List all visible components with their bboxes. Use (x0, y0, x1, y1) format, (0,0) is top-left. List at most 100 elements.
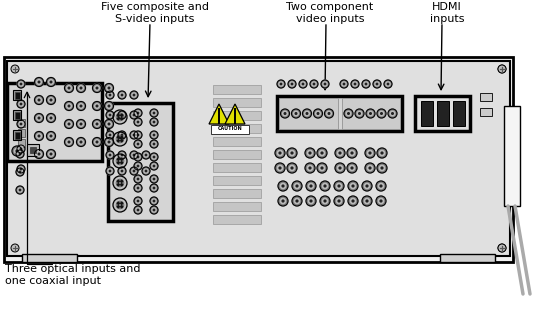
Circle shape (77, 101, 86, 111)
Circle shape (38, 117, 40, 119)
Bar (18, 139, 25, 147)
Circle shape (16, 150, 24, 158)
Circle shape (79, 122, 83, 126)
Circle shape (296, 185, 298, 187)
Circle shape (282, 111, 287, 116)
Circle shape (68, 87, 70, 89)
Circle shape (335, 148, 345, 158)
Circle shape (365, 163, 375, 173)
Circle shape (287, 163, 297, 173)
Circle shape (67, 140, 71, 144)
Bar (213, 176, 261, 185)
Circle shape (154, 187, 155, 189)
Circle shape (347, 163, 357, 173)
Circle shape (150, 162, 158, 170)
Circle shape (130, 91, 138, 99)
Circle shape (137, 187, 139, 189)
Circle shape (17, 120, 25, 128)
Bar (213, 98, 261, 107)
Bar (13, 110, 21, 120)
Circle shape (150, 197, 158, 205)
Circle shape (335, 163, 345, 173)
Circle shape (289, 165, 295, 171)
Circle shape (18, 152, 22, 156)
Circle shape (380, 185, 382, 187)
Circle shape (154, 165, 155, 167)
Circle shape (18, 188, 22, 192)
Circle shape (390, 111, 395, 116)
Circle shape (302, 83, 304, 85)
Circle shape (20, 83, 22, 85)
Circle shape (308, 198, 314, 203)
Bar (421, 101, 433, 126)
Circle shape (113, 154, 127, 168)
Circle shape (154, 134, 155, 136)
Circle shape (79, 86, 83, 90)
Circle shape (146, 170, 147, 172)
Circle shape (67, 86, 71, 90)
Circle shape (17, 100, 25, 108)
Circle shape (118, 159, 119, 160)
Bar (213, 150, 261, 159)
Circle shape (132, 153, 136, 157)
Bar (213, 202, 261, 211)
Circle shape (137, 156, 139, 158)
Circle shape (288, 80, 296, 88)
Circle shape (152, 177, 156, 181)
Circle shape (130, 111, 138, 119)
Circle shape (152, 155, 156, 159)
Circle shape (104, 84, 113, 93)
Circle shape (34, 113, 43, 122)
Circle shape (121, 140, 123, 142)
Circle shape (109, 134, 111, 136)
Circle shape (34, 132, 43, 140)
Circle shape (12, 146, 22, 156)
Circle shape (354, 83, 356, 85)
Circle shape (327, 111, 331, 116)
Circle shape (378, 198, 384, 203)
Circle shape (150, 131, 158, 139)
Circle shape (134, 184, 142, 192)
Circle shape (118, 167, 126, 175)
Circle shape (376, 83, 378, 85)
Circle shape (118, 137, 119, 138)
Circle shape (121, 154, 123, 156)
Circle shape (280, 109, 289, 118)
Circle shape (381, 113, 383, 114)
Circle shape (351, 167, 353, 169)
Polygon shape (209, 104, 229, 124)
Circle shape (121, 184, 123, 186)
Circle shape (317, 148, 327, 158)
Bar (14, 132, 19, 138)
Circle shape (19, 122, 23, 126)
Circle shape (37, 152, 41, 156)
Circle shape (299, 80, 307, 88)
Circle shape (137, 209, 139, 211)
Circle shape (308, 183, 314, 189)
Circle shape (38, 135, 40, 137)
Circle shape (118, 162, 119, 164)
Circle shape (120, 93, 124, 97)
Circle shape (287, 148, 297, 158)
Circle shape (67, 104, 71, 108)
Circle shape (19, 189, 21, 191)
Circle shape (118, 203, 119, 204)
Text: Five composite and
S-video inputs: Five composite and S-video inputs (101, 2, 209, 24)
Circle shape (121, 159, 123, 160)
Circle shape (309, 152, 311, 154)
Circle shape (362, 181, 372, 191)
Circle shape (136, 208, 140, 212)
Circle shape (49, 116, 54, 120)
Circle shape (353, 82, 357, 86)
Circle shape (378, 183, 384, 189)
Circle shape (498, 244, 506, 252)
Circle shape (351, 152, 353, 154)
Bar (213, 124, 261, 133)
Bar (480, 108, 492, 116)
Circle shape (278, 196, 288, 206)
Circle shape (37, 116, 41, 120)
Circle shape (106, 86, 111, 90)
Circle shape (304, 111, 309, 116)
Circle shape (133, 154, 135, 156)
Circle shape (65, 138, 73, 147)
